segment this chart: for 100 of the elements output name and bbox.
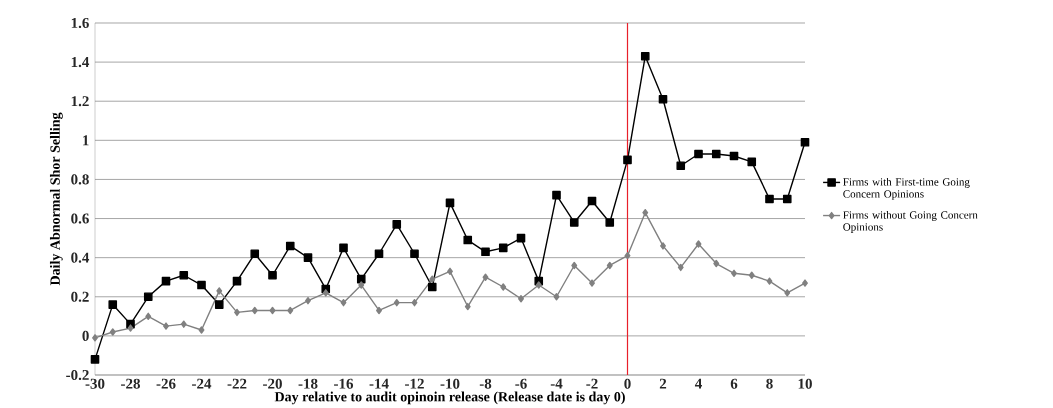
y-tick-label: -0.2 <box>66 370 89 381</box>
point <box>677 263 684 272</box>
x-tick-label: -6 <box>515 378 527 389</box>
point <box>305 297 311 305</box>
point <box>623 155 632 165</box>
y-tick-label: 1.4 <box>71 57 90 68</box>
point <box>711 149 721 159</box>
point <box>747 157 757 167</box>
x-tick-label: -24 <box>192 378 212 389</box>
point <box>287 306 294 315</box>
x-tick-label: -12 <box>405 378 424 389</box>
point <box>713 260 720 268</box>
point <box>676 161 686 171</box>
x-tick-label: 10 <box>798 378 812 389</box>
point <box>802 279 808 287</box>
point <box>589 279 595 287</box>
point <box>658 95 668 104</box>
point <box>606 261 613 270</box>
y-tick-label: 1 <box>83 135 89 146</box>
point <box>322 289 329 297</box>
point <box>518 295 524 303</box>
point <box>393 299 400 307</box>
x-tick-label: -20 <box>263 378 282 389</box>
point <box>553 293 560 301</box>
y-tick-label: 0.6 <box>71 213 89 224</box>
point <box>464 303 471 311</box>
point <box>640 52 650 61</box>
point <box>784 289 791 297</box>
point <box>250 249 260 259</box>
point <box>127 324 134 332</box>
point <box>358 281 365 289</box>
x-tick-label: -14 <box>369 378 389 389</box>
point <box>197 280 206 290</box>
point <box>765 194 774 204</box>
point <box>410 249 419 259</box>
point <box>411 299 418 307</box>
point <box>216 287 223 295</box>
y-tick-label: 1.6 <box>71 18 89 29</box>
point <box>374 249 384 259</box>
x-tick-label: 0 <box>624 378 631 389</box>
point <box>429 275 436 284</box>
point <box>498 243 508 253</box>
x-tick-label: -30 <box>85 378 105 389</box>
point <box>800 138 810 147</box>
point <box>109 328 116 336</box>
x-tick-label: -10 <box>440 378 460 389</box>
y-tick-label: 0.2 <box>71 291 89 303</box>
point <box>285 241 295 251</box>
point <box>782 194 792 204</box>
x-tick-label: 4 <box>694 378 702 389</box>
point <box>624 252 631 260</box>
x-tick-label: -26 <box>156 378 176 389</box>
point <box>145 312 152 321</box>
x-tick-label: 6 <box>730 378 738 389</box>
y-tick-label: 0.8 <box>71 174 89 185</box>
point <box>90 355 100 364</box>
point <box>163 322 169 330</box>
point <box>269 306 276 315</box>
y-axis-title: Daily Abnormal Shor Selling <box>49 112 63 286</box>
point <box>108 300 118 310</box>
point <box>251 306 258 315</box>
point <box>766 277 773 285</box>
legend-label: Firms without Going Concern Opinions <box>843 211 978 234</box>
point <box>571 261 578 270</box>
point <box>340 299 347 307</box>
point <box>463 235 473 245</box>
y-tick-label: 0.4 <box>71 252 90 263</box>
point <box>481 247 490 257</box>
point <box>143 292 153 302</box>
legend-label: Firms with First-time Going Concern Opinions <box>843 178 970 201</box>
point <box>356 275 366 284</box>
point <box>552 190 561 200</box>
point <box>694 149 703 159</box>
point <box>748 271 755 280</box>
y-tick-label: 0 <box>82 331 89 342</box>
point <box>179 271 189 280</box>
point <box>695 240 702 248</box>
x-tick-label: -22 <box>227 378 247 389</box>
point <box>92 334 98 342</box>
x-tick-label: -28 <box>121 378 140 389</box>
x-tick-label: -16 <box>334 378 354 389</box>
point <box>535 281 542 289</box>
point <box>180 320 187 329</box>
point <box>427 282 437 292</box>
point <box>339 243 348 253</box>
point <box>605 218 615 227</box>
y-tick-label: 1.2 <box>71 96 89 107</box>
point <box>660 242 666 250</box>
x-tick-label: -2 <box>586 378 598 389</box>
point <box>268 271 277 280</box>
x-tick-label: -4 <box>550 378 563 389</box>
point <box>482 273 489 282</box>
point <box>214 300 224 310</box>
point <box>303 253 313 263</box>
point <box>500 283 507 291</box>
x-axis-title: Day relative to audit opinoin release (Release date is day 0) <box>274 391 625 405</box>
x-tick-label: 2 <box>659 378 667 389</box>
point <box>392 220 402 229</box>
x-tick-label: 8 <box>766 378 773 389</box>
point <box>642 209 649 217</box>
